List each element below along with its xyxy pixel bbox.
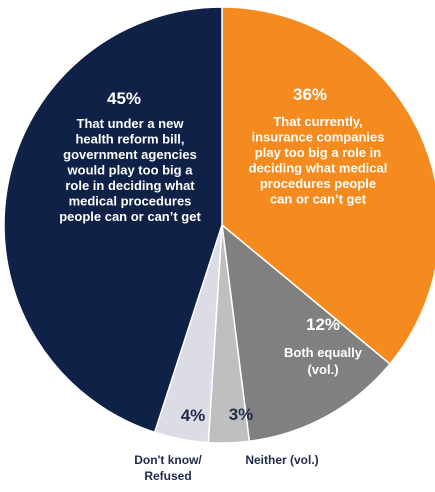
slice-description-line: (vol.) <box>307 362 338 377</box>
pie-slice <box>3 6 223 434</box>
slice-description-line: health reform bill, <box>75 132 184 147</box>
slice-description-line: people can or can’t get <box>59 209 201 224</box>
slice-description-label: That under a new health reform bill, gover… <box>59 116 201 224</box>
slice-description-line: would play too big a <box>67 163 194 178</box>
slice-percent-label: 45% <box>107 89 141 108</box>
slice-percent-label: 12% <box>306 315 340 334</box>
slice-description-line: Refused <box>144 469 191 483</box>
slice-description-line: deciding what medical <box>249 161 388 176</box>
slice-description-line: Don't know/ <box>134 453 202 467</box>
slice-percent-label: 36% <box>293 85 327 104</box>
slice-description-line: That currently, <box>273 114 362 129</box>
slice-description-line: play too big a role in <box>255 145 381 160</box>
slice-description-line: medical procedures <box>69 194 192 209</box>
slice-description-line: Neither (vol.) <box>245 453 318 467</box>
slice-description-label: Neither (vol.) <box>245 453 318 467</box>
slice-description-line: government agencies <box>63 147 197 162</box>
slice-description-line: procedures people <box>260 176 376 191</box>
slice-percent-label: 4% <box>181 406 206 425</box>
slice-description-label: Both equally (vol.) <box>284 345 363 377</box>
pie-slice <box>221 6 435 366</box>
slice-description-line: That under a new <box>77 116 185 131</box>
slice-description-line: can or can’t get <box>270 192 367 207</box>
slice-percent-label: 3% <box>229 405 254 424</box>
slice-description-line: role in deciding what <box>65 178 195 193</box>
slice-description-label: Don't know/Refused <box>134 453 202 483</box>
pie-slice <box>221 223 392 443</box>
slice-description-label: That currently, insurance companies play t… <box>249 114 388 207</box>
slice-description-line: insurance companies <box>252 130 385 145</box>
slice-description-line: Both equally <box>284 345 363 360</box>
